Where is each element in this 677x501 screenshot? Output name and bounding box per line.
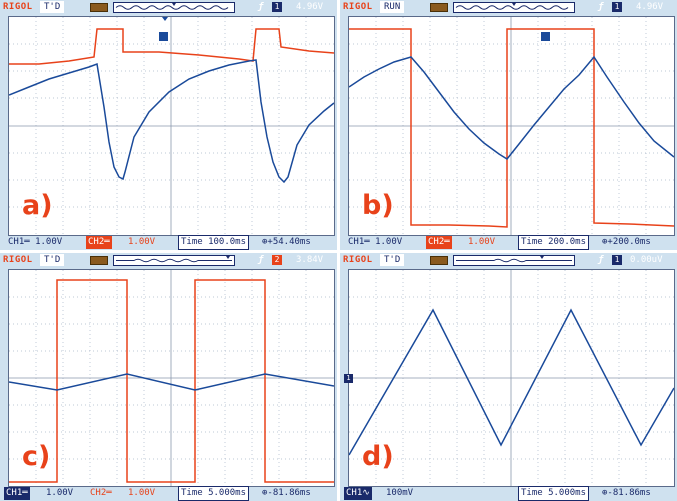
- battery-icon: [430, 3, 448, 12]
- brand-label: RIGOL: [343, 255, 373, 265]
- ch1-trace: [349, 55, 674, 160]
- ch1-trace: [349, 308, 674, 456]
- battery-icon: [90, 256, 108, 265]
- scope-panel-d: RIGOL T'D ƒ 1 0.00uV 1 d) CH1∿ 100mV Tim…: [340, 253, 677, 501]
- trigger-edge-icon: ƒ: [258, 255, 264, 265]
- trigger-edge-icon: ƒ: [258, 2, 264, 12]
- memory-depth-bar: [453, 2, 575, 13]
- trigger-offset: ⊕+200.0ms: [602, 237, 651, 247]
- scale-bar: CH1∿ 100mV Time 5.000ms ⊕-81.86ms: [340, 486, 677, 501]
- timebase: Time 5.000ms: [518, 486, 590, 501]
- memory-depth-bar: [113, 255, 235, 266]
- memory-depth-bar: [113, 2, 235, 13]
- trigger-offset: ⊕-81.86ms: [262, 488, 311, 498]
- ch2-scale: 1.00V: [468, 237, 496, 247]
- ch1-trace: [9, 373, 334, 391]
- ch1-tag: CH1∿: [344, 487, 372, 500]
- status-bar: RIGOL T'D ƒ 1 0.00uV: [340, 253, 677, 267]
- scale-bar: CH1═ 1.00V CH2═ 1.00V Time 200.0ms ⊕+200…: [340, 235, 677, 250]
- ch2-scale: 1.00V: [128, 488, 156, 498]
- battery-icon: [430, 256, 448, 265]
- trigger-channel-badge: 1: [612, 255, 622, 265]
- ch1-tag: CH1═: [4, 487, 30, 500]
- scope-panel-a: RIGOL T'D ƒ 1 4.96V a) CH1═ 1.00V CH2═ 1…: [0, 0, 337, 250]
- timebase: Time 200.0ms: [518, 235, 590, 250]
- run-state: T'D: [40, 254, 65, 266]
- ch1-scale: CH1═ 1.00V: [348, 237, 403, 247]
- ch2-trace: [9, 28, 334, 65]
- scale-bar: CH1═ 1.00V CH2═ 1.00V Time 100.0ms ⊕+54.…: [0, 235, 337, 250]
- ch2-tag: CH2═: [426, 236, 452, 249]
- run-state: T'D: [380, 254, 405, 266]
- scale-bar: CH1═ 1.00V CH2═ 1.00V Time 5.000ms ⊕-81.…: [0, 486, 337, 501]
- ch1-trace: [9, 59, 334, 184]
- ch1-ground-marker: 1: [344, 374, 353, 383]
- waveform-display: [348, 16, 675, 236]
- panel-label: c): [22, 441, 51, 472]
- trigger-edge-icon: ƒ: [598, 2, 604, 12]
- trigger-level: 4.96V: [296, 2, 324, 12]
- waveform-svg: [349, 17, 674, 235]
- ch1-scale: 1.00V: [46, 488, 74, 498]
- panel-label: b): [362, 190, 394, 221]
- battery-icon: [90, 3, 108, 12]
- scope-panel-b: RIGOL RUN ƒ 1 4.96V b) CH1═ 1.00V CH2═ 1…: [340, 0, 677, 250]
- memory-depth-bar: [453, 255, 575, 266]
- ch1-scale: 100mV: [386, 488, 414, 498]
- trigger-channel-badge: 1: [272, 2, 282, 12]
- ch2-trace: [9, 279, 334, 483]
- trigger-edge-icon: ƒ: [598, 255, 604, 265]
- waveform-svg: [9, 270, 334, 486]
- run-state: RUN: [380, 1, 405, 13]
- waveform-svg: [349, 270, 674, 486]
- waveform-display: [8, 16, 335, 236]
- status-bar: RIGOL T'D ƒ 2 3.84V: [0, 253, 337, 267]
- status-bar: RIGOL T'D ƒ 1 4.96V: [0, 0, 337, 14]
- scope-panel-c: RIGOL T'D ƒ 2 3.84V c) CH1═ 1.00V CH2═ 1…: [0, 253, 337, 501]
- panel-label: a): [22, 190, 53, 221]
- trigger-channel-badge: 1: [612, 2, 622, 12]
- waveform-svg: [9, 17, 334, 235]
- ch2-trace: [349, 28, 674, 228]
- graticule: [9, 17, 334, 235]
- waveform-display: [348, 269, 675, 487]
- run-state: T'D: [40, 1, 65, 13]
- brand-label: RIGOL: [3, 255, 33, 265]
- trigger-level: 0.00uV: [630, 255, 663, 265]
- timebase: Time 5.000ms: [178, 486, 250, 501]
- panel-label: d): [362, 441, 394, 472]
- trigger-channel-badge: 2: [272, 255, 282, 265]
- ch2-tag: CH2═: [86, 236, 112, 249]
- status-bar: RIGOL RUN ƒ 1 4.96V: [340, 0, 677, 14]
- trigger-level: 4.96V: [636, 2, 664, 12]
- trigger-offset: ⊕-81.86ms: [602, 488, 651, 498]
- brand-label: RIGOL: [3, 2, 33, 12]
- brand-label: RIGOL: [343, 2, 373, 12]
- waveform-display: [8, 269, 335, 487]
- timebase: Time 100.0ms: [178, 235, 250, 250]
- ch1-scale: CH1═ 1.00V: [8, 237, 63, 247]
- ch2-scale: 1.00V: [128, 237, 156, 247]
- ch2-tag: CH2═: [90, 488, 112, 498]
- trigger-level: 3.84V: [296, 255, 324, 265]
- trigger-offset: ⊕+54.40ms: [262, 237, 311, 247]
